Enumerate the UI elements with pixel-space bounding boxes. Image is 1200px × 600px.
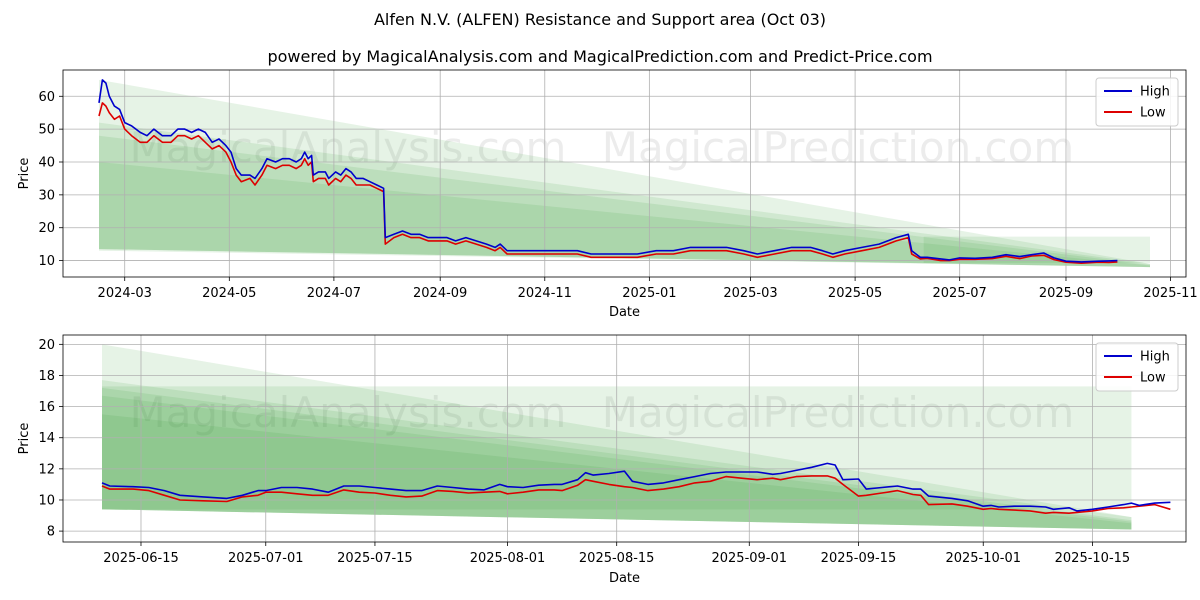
watermark-magicalprediction: MagicalPrediction.com	[602, 388, 1075, 437]
axes-frame	[62, 69, 1187, 278]
chart-recent-zoom: MagicalAnalysis.com MagicalPrediction.com…	[17, 334, 1187, 586]
legend-label-low: Low	[1140, 371, 1166, 386]
x-tick-label-2: 2025-07-15	[337, 551, 413, 566]
x-tick-label-5: 2025-01	[622, 286, 676, 301]
series-line-high	[98, 79, 1118, 263]
x-tick-label-8: 2025-07	[933, 286, 987, 301]
x-tick-label-5: 2025-09-01	[711, 551, 787, 566]
y-axis-label: Price	[17, 423, 32, 455]
x-tick-label-6: 2025-09-15	[821, 551, 897, 566]
y-tick-label-4: 50	[38, 123, 55, 138]
axes-frame	[62, 334, 1187, 543]
x-tick-label-1: 2024-05	[202, 286, 256, 301]
y-tick-label-2: 12	[38, 462, 55, 477]
tick-labels: 2024-03 2024-05 2024-07 2024-09 2024-11 2025-…	[38, 90, 1197, 301]
y-tick-label-4: 16	[38, 400, 55, 415]
chart-full-history: MagicalAnalysis.com MagicalPrediction.com…	[17, 69, 1198, 320]
x-axis-label: Date	[609, 305, 640, 320]
plot-area	[63, 70, 1186, 277]
watermark-magicalanalysis: MagicalAnalysis.com	[130, 388, 567, 437]
legend: High Low	[1095, 342, 1179, 392]
series-line-low	[101, 475, 1171, 514]
watermark-group: MagicalAnalysis.com MagicalPrediction.com	[130, 388, 1075, 437]
x-axis-label: Date	[609, 571, 640, 586]
x-tick-label-3: 2024-09	[413, 286, 467, 301]
x-tick-label-4: 2025-08-15	[579, 551, 655, 566]
band-0	[99, 79, 1150, 268]
x-tick-label-0: 2025-06-15	[103, 551, 179, 566]
tick-labels: 2025-06-15 2025-07-01 2025-07-15 2025-08-01…	[38, 338, 1130, 566]
legend: High Low	[1095, 77, 1179, 127]
x-tick-label-3: 2025-08-01	[470, 551, 546, 566]
x-tick-label-2: 2024-07	[307, 286, 361, 301]
x-tick-label-7: 2025-10-01	[945, 551, 1021, 566]
band-4	[923, 236, 1150, 263]
y-tick-label-0: 8	[47, 525, 55, 540]
series-line-high	[101, 462, 1171, 512]
y-tick-label-1: 20	[38, 221, 55, 236]
x-tick-label-9: 2025-09	[1039, 286, 1093, 301]
x-tick-label-7: 2025-05	[828, 286, 882, 301]
y-tick-label-5: 18	[38, 369, 55, 384]
y-tick-label-0: 10	[38, 254, 55, 269]
grid-lines	[63, 335, 1186, 542]
y-tick-label-3: 40	[38, 156, 55, 171]
y-tick-label-3: 14	[38, 431, 55, 446]
figure-title: Alfen N.V. (ALFEN) Resistance and Suppor…	[374, 10, 826, 29]
x-tick-label-1: 2025-07-01	[228, 551, 304, 566]
y-tick-label-6: 20	[38, 338, 55, 353]
grid-lines	[63, 70, 1186, 277]
series-group	[101, 462, 1171, 514]
legend-label-low: Low	[1140, 106, 1166, 121]
y-tick-label-2: 30	[38, 188, 55, 203]
x-tick-label-8: 2025-10-15	[1055, 551, 1131, 566]
y-tick-label-1: 10	[38, 493, 55, 508]
x-tick-label-6: 2025-03	[723, 286, 777, 301]
x-tick-label-10: 2025-11	[1143, 286, 1197, 301]
legend-label-high: High	[1140, 85, 1170, 100]
y-axis-label: Price	[17, 158, 32, 190]
x-tick-label-4: 2024-11	[518, 286, 572, 301]
series-group	[98, 79, 1118, 264]
legend-label-high: High	[1140, 350, 1170, 365]
x-tick-label-0: 2024-03	[98, 286, 152, 301]
band-2	[99, 135, 1150, 268]
watermark-magicalprediction: MagicalPrediction.com	[602, 123, 1075, 172]
y-tick-label-5: 60	[38, 90, 55, 105]
figure-subtitle: powered by MagicalAnalysis.com and Magic…	[267, 47, 932, 66]
